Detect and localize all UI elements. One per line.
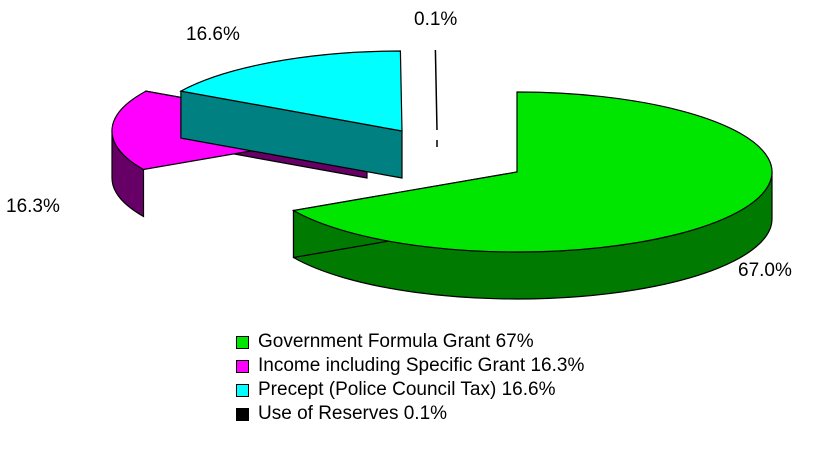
data-label-income-specific-grant: 16.3% (6, 196, 60, 217)
slice-precept-police-council-tax (179, 50, 403, 179)
legend-label: Income including Specific Grant 16.3% (258, 355, 585, 376)
legend-item-income-specific-grant: Income including Specific Grant 16.3% (236, 354, 584, 378)
legend-swatch (236, 335, 249, 349)
legend-item-precept: Precept (Police Council Tax) 16.6% (236, 378, 584, 402)
legend-item-government-formula-grant: Government Formula Grant 67% (236, 330, 584, 354)
slice-precept-police-council-tax-top (179, 50, 403, 132)
legend-swatch (236, 359, 249, 373)
slice-government-formula-grant-top (291, 91, 773, 253)
legend-swatch (236, 407, 249, 421)
slice-government-formula-grant (291, 91, 773, 300)
legend-swatch (236, 383, 249, 397)
legend-label: Government Formula Grant 67% (258, 331, 534, 352)
data-label-precept: 16.6% (186, 24, 240, 45)
legend-item-use-of-reserves: Use of Reserves 0.1% (236, 402, 584, 426)
legend: Government Formula Grant 67% Income incl… (236, 330, 584, 426)
slice-use-of-reserves (434, 49, 438, 147)
slice-use-of-reserves-top (434, 49, 438, 147)
data-label-government-formula-grant: 67.0% (738, 260, 792, 281)
legend-label: Precept (Police Council Tax) 16.6% (258, 379, 556, 400)
data-label-use-of-reserves: 0.1% (414, 9, 457, 30)
legend-label: Use of Reserves 0.1% (258, 403, 448, 424)
